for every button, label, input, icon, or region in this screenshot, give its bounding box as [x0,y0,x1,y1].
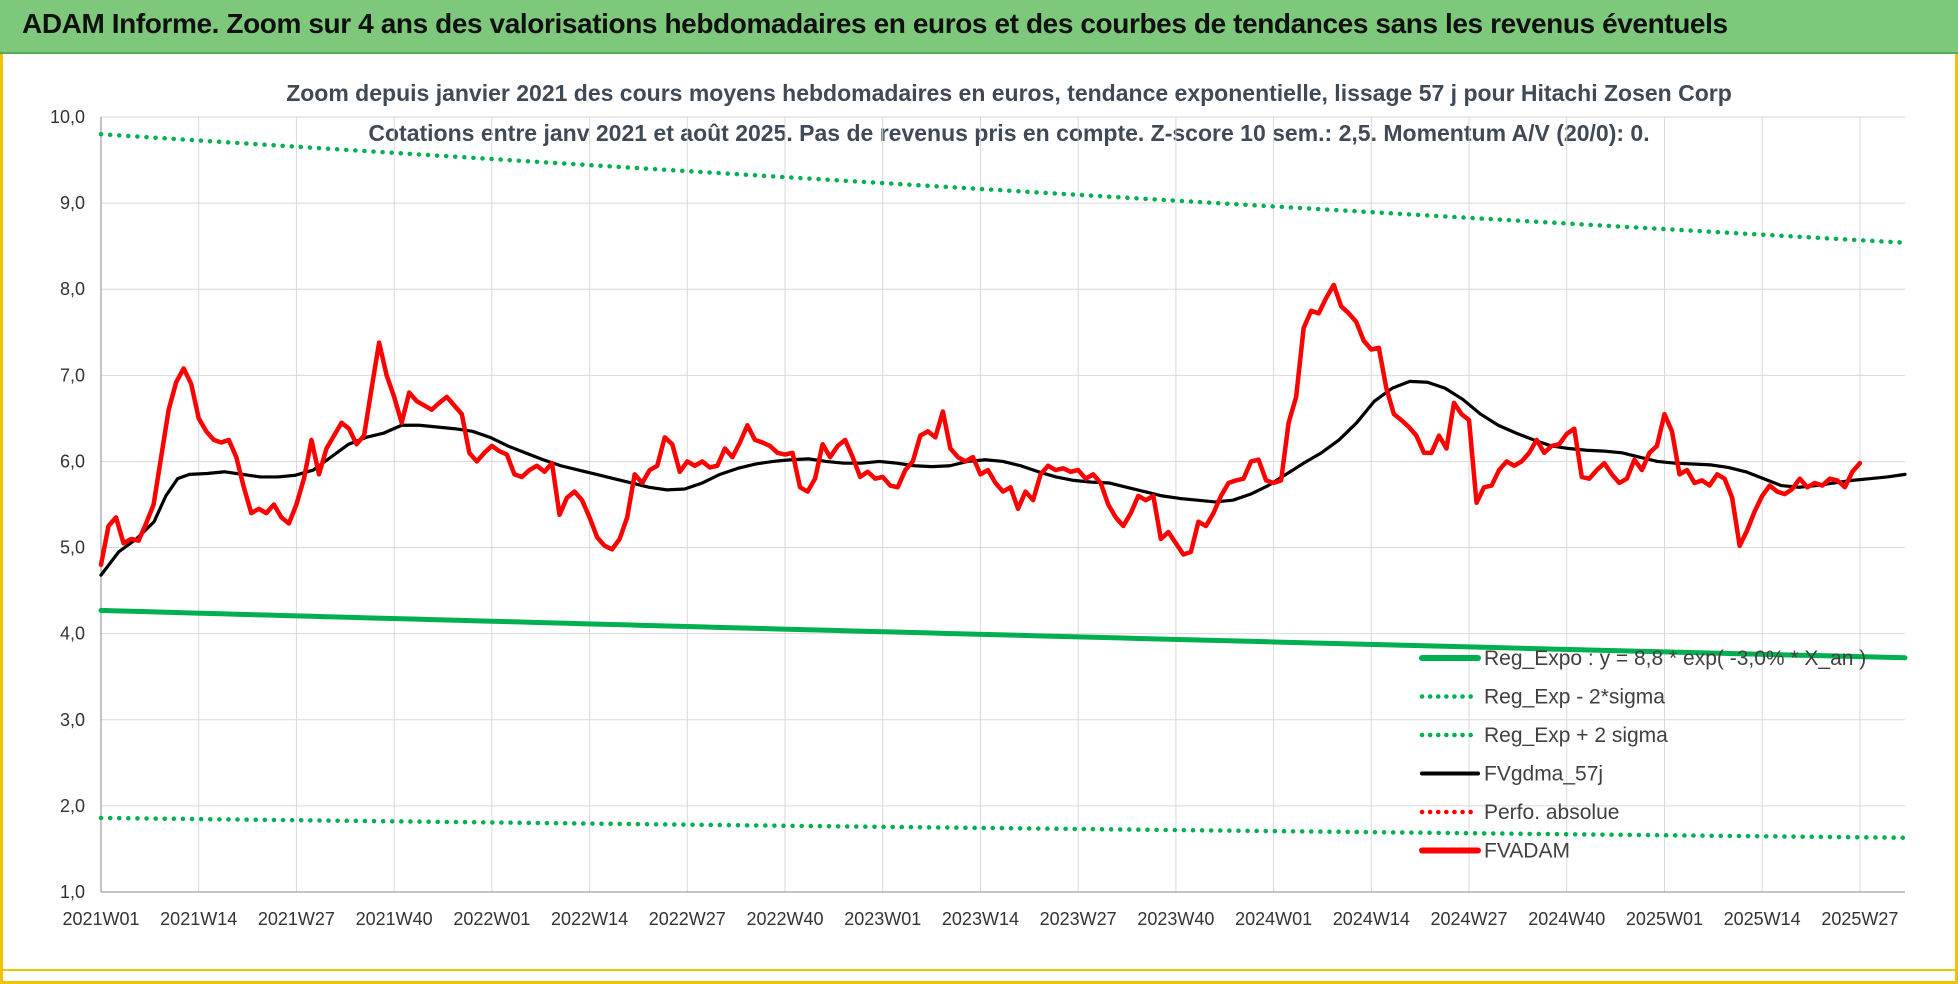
y-tick-label: 4,0 [60,624,85,644]
y-tick-label: 9,0 [60,193,85,213]
legend-entry: Reg_Expo : y = 8,8 * exp( -3,0% * X_an ) [1484,647,1866,670]
x-tick-label: 2024W01 [1235,909,1312,929]
reg-exp-minus-2sigma-line [98,815,1908,840]
x-tick-label: 2021W40 [356,909,433,929]
x-tick-label: 2022W14 [551,909,628,929]
y-tick-label: 1,0 [60,882,85,902]
x-tick-label: 2023W27 [1040,909,1117,929]
legend-entry: Reg_Exp + 2 sigma [1484,724,1668,747]
x-tick-label: 2025W14 [1724,909,1801,929]
legend-entry: FVgdma_57j [1484,763,1603,786]
bottom-border [0,969,1958,971]
x-tick-label: 2025W27 [1821,909,1898,929]
x-tick-label: 2024W14 [1333,909,1410,929]
fvgdma-57j-line [99,379,1907,577]
banner-title: ADAM Informe. Zoom sur 4 ans des valoris… [22,8,1728,39]
x-tick-label: 2022W01 [453,909,530,929]
x-tick-label: 2024W40 [1528,909,1605,929]
x-tick-label: 2025W01 [1626,909,1703,929]
x-tick-label: 2023W01 [844,909,921,929]
title-banner: ADAM Informe. Zoom sur 4 ans des valoris… [0,0,1958,54]
chart-subtitle: Cotations entre janv 2021 et août 2025. … [368,120,1650,146]
x-tick-label: 2022W40 [746,909,823,929]
x-tick-label: 2024W27 [1431,909,1508,929]
y-tick-label: 8,0 [60,279,85,299]
legend-entry: FVADAM [1484,840,1570,863]
fvadam-line [98,282,1863,568]
legend-entry: Reg_Exp - 2*sigma [1484,686,1665,709]
y-tick-label: 10,0 [50,107,85,127]
x-tick-label: 2021W27 [258,909,335,929]
y-tick-label: 2,0 [60,796,85,816]
x-tick-label: 2023W40 [1137,909,1214,929]
y-tick-label: 3,0 [60,710,85,730]
x-tick-label: 2023W14 [942,909,1019,929]
reg-expo-line [98,607,1908,661]
chart-title: Zoom depuis janvier 2021 des cours moyen… [286,80,1732,106]
x-tick-label: 2021W01 [62,909,139,929]
x-tick-label: 2022W27 [649,909,726,929]
y-tick-label: 6,0 [60,451,85,471]
y-tick-label: 7,0 [60,365,85,385]
reg-exp-plus-2sigma-line [98,131,1908,245]
y-tick-label: 5,0 [60,538,85,558]
legend-entry: Perfo. absolue [1484,801,1619,824]
x-tick-label: 2021W14 [160,909,237,929]
